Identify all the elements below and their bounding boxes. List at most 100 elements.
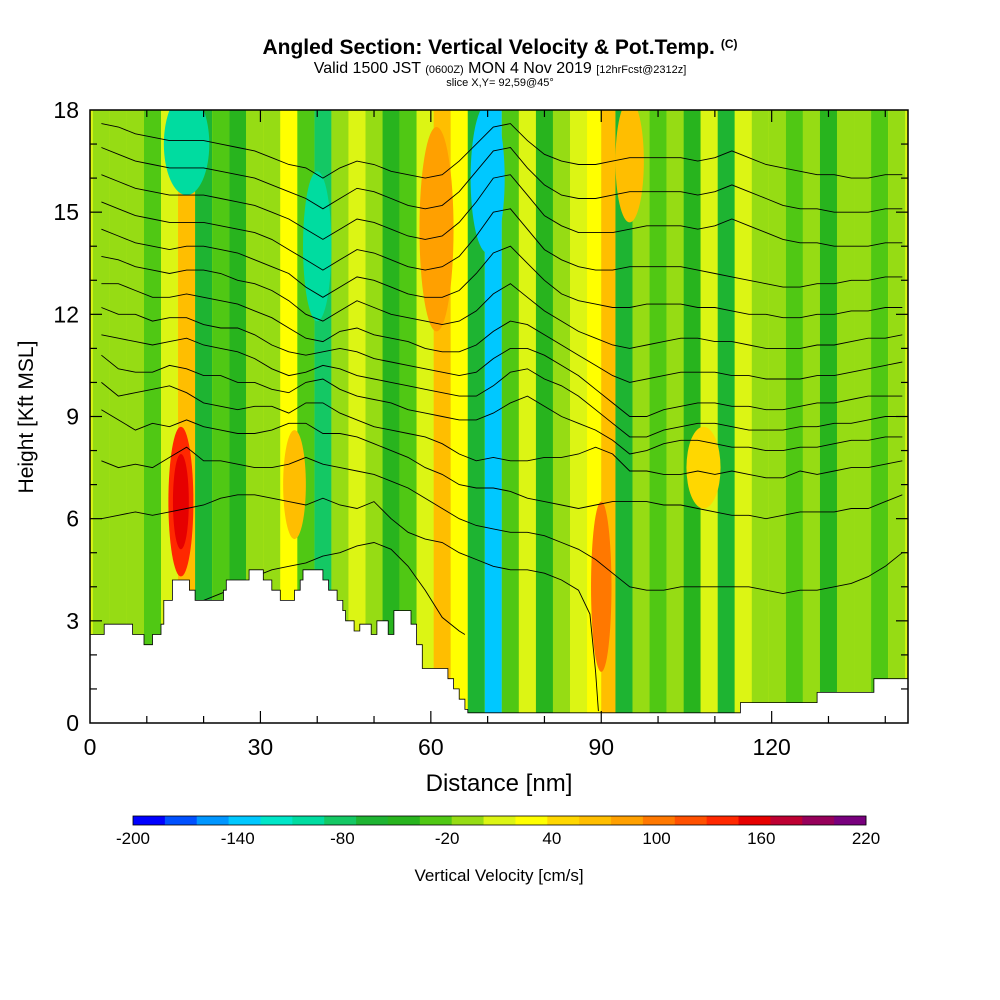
velocity-core bbox=[419, 127, 454, 332]
colorbar-swatch bbox=[419, 816, 453, 825]
velocity-cell bbox=[161, 110, 179, 723]
velocity-core bbox=[470, 110, 505, 254]
colorbar-swatch bbox=[133, 816, 166, 825]
velocity-cell bbox=[854, 110, 872, 723]
colorbar-swatch bbox=[738, 816, 771, 825]
velocity-cell bbox=[768, 110, 786, 723]
valid-time-label: Valid 1500 JST bbox=[313, 60, 421, 77]
velocity-cell bbox=[109, 110, 127, 723]
velocity-cell bbox=[785, 110, 803, 723]
colorbar-swatch bbox=[706, 816, 739, 825]
velocity-cell bbox=[143, 110, 162, 723]
velocity-core bbox=[163, 110, 210, 196]
isentrope-line bbox=[101, 174, 903, 247]
x-tick-label: 0 bbox=[84, 734, 97, 760]
y-tick-label: 3 bbox=[66, 608, 79, 634]
colorbar-swatch bbox=[196, 816, 230, 825]
velocity-cell bbox=[871, 110, 889, 723]
plot-area bbox=[90, 110, 908, 723]
velocity-cell bbox=[615, 110, 633, 723]
velocity-cell bbox=[751, 110, 769, 723]
y-tick-label: 18 bbox=[53, 97, 79, 123]
velocity-cell bbox=[535, 110, 553, 723]
colorbar-tick-label: 160 bbox=[747, 829, 775, 848]
velocity-cell bbox=[126, 110, 144, 723]
velocity-core bbox=[615, 110, 644, 223]
isentrope-line bbox=[101, 123, 903, 179]
velocity-cell bbox=[666, 110, 684, 723]
colorbar-tick-label: 40 bbox=[542, 829, 561, 848]
velocity-cell bbox=[802, 110, 820, 723]
velocity-cell bbox=[382, 110, 400, 723]
isentrope-line bbox=[101, 409, 903, 520]
isentrope-line bbox=[101, 147, 903, 213]
velocity-cell bbox=[195, 110, 213, 723]
x-tick-label: 120 bbox=[752, 734, 790, 760]
colorbar-swatch bbox=[515, 816, 548, 825]
velocity-cell bbox=[467, 110, 485, 723]
terrain-mask bbox=[90, 569, 908, 723]
isentrope-line bbox=[101, 446, 903, 595]
velocity-cell bbox=[280, 110, 298, 723]
velocity-cell bbox=[365, 110, 383, 723]
isentrope-line bbox=[101, 201, 903, 288]
colorbar-swatch bbox=[611, 816, 644, 825]
x-tick-label: 90 bbox=[588, 734, 614, 760]
colorbar-tick-label: 220 bbox=[852, 829, 880, 848]
valid-date-label: MON 4 Nov 2019 bbox=[468, 60, 592, 77]
isentrope-line bbox=[101, 228, 903, 319]
chart-title: Angled Section: Vertical Velocity & Pot.… bbox=[0, 36, 1000, 60]
colorbar-swatch bbox=[579, 816, 612, 825]
colorbar-tick-label: -20 bbox=[435, 829, 460, 848]
forecast-label: [12hrFcst@2312z] bbox=[596, 64, 687, 76]
colorbar-swatch bbox=[356, 816, 389, 825]
velocity-core bbox=[172, 453, 189, 550]
velocity-core bbox=[303, 171, 332, 322]
velocity-cell bbox=[649, 110, 667, 723]
velocity-cell bbox=[700, 110, 718, 723]
colorbar-swatch bbox=[547, 816, 580, 825]
x-tick-label: 60 bbox=[418, 734, 444, 760]
velocity-cell bbox=[450, 110, 468, 723]
isentrope-line bbox=[101, 255, 903, 349]
colorbar-tick-label: -80 bbox=[330, 829, 355, 848]
colorbar-swatch bbox=[834, 816, 867, 825]
colorbar-swatch bbox=[387, 816, 421, 825]
y-tick-label: 9 bbox=[66, 404, 79, 430]
isentrope-line bbox=[101, 354, 903, 455]
isentrope-line bbox=[101, 494, 599, 712]
colorbar-tick-label: -200 bbox=[116, 829, 150, 848]
velocity-cell bbox=[348, 110, 366, 723]
velocity-cell bbox=[734, 110, 752, 723]
velocity-cell bbox=[717, 110, 735, 723]
y-tick-label: 15 bbox=[53, 199, 79, 225]
velocity-core bbox=[591, 501, 612, 672]
colorbar-swatch bbox=[260, 816, 293, 825]
velocity-cell bbox=[836, 110, 855, 723]
velocity-cell bbox=[399, 110, 417, 723]
isentrope-line bbox=[101, 307, 903, 417]
chart-title-units: (C) bbox=[720, 37, 738, 51]
colorbar: -200 -140 -80 -20 40 100 160 220 bbox=[116, 815, 880, 848]
velocity-core bbox=[283, 430, 306, 540]
colorbar-frame bbox=[132, 815, 867, 826]
axes: 0 30 60 90 120 0 3 6 9 12 15 18 bbox=[53, 97, 908, 760]
y-tick-label: 6 bbox=[66, 506, 79, 532]
velocity-cell bbox=[229, 110, 247, 723]
velocity-cell bbox=[212, 110, 230, 723]
isentrope-contours bbox=[101, 123, 903, 712]
colorbar-swatch bbox=[451, 816, 484, 825]
velocity-core bbox=[686, 426, 721, 509]
isentrope-line bbox=[101, 283, 903, 383]
colorbar-swatch bbox=[324, 816, 357, 825]
x-tick-label: 30 bbox=[248, 734, 274, 760]
colorbar-tick-label: 100 bbox=[642, 829, 670, 848]
chart-subtitle: Valid 1500 JST (0600Z) MON 4 Nov 2019 [1… bbox=[0, 60, 1000, 78]
isentrope-line bbox=[101, 334, 903, 438]
y-tick-label: 0 bbox=[66, 710, 79, 736]
x-axis-title: Distance [nm] bbox=[426, 770, 573, 797]
valid-utc-label: (0600Z) bbox=[425, 64, 464, 76]
velocity-cell bbox=[683, 110, 701, 723]
colorbar-swatch bbox=[292, 816, 325, 825]
